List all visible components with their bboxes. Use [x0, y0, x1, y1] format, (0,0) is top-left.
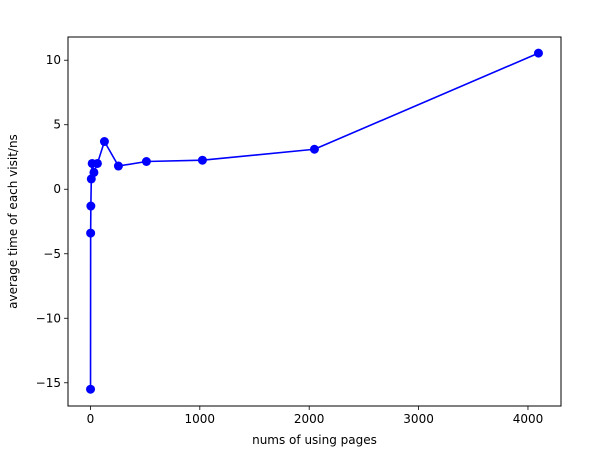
y-tick-label: 0 [53, 182, 61, 196]
data-point [113, 161, 123, 171]
x-tick-label: 0 [87, 412, 95, 426]
data-point [89, 167, 99, 177]
data-point [197, 155, 207, 165]
data-point [309, 144, 319, 154]
x-tick-label: 1000 [185, 412, 216, 426]
data-point [86, 228, 96, 238]
y-tick-label: −15 [36, 376, 61, 390]
data-point [99, 137, 109, 147]
x-axis-label: nums of using pages [252, 433, 377, 447]
data-point [86, 384, 96, 394]
y-tick-label: 10 [46, 53, 61, 67]
x-tick-label: 2000 [294, 412, 325, 426]
y-tick-label: −5 [43, 247, 61, 261]
y-tick-label: −10 [36, 311, 61, 325]
x-tick-label: 4000 [513, 412, 544, 426]
axis-ticks: 0 1000 2000 3000 4000 −15 −10 −5 0 5 10 [36, 53, 544, 426]
y-axis-label: average time of each visit/ns [6, 134, 20, 309]
plot-area [86, 48, 543, 394]
data-point [533, 48, 543, 58]
data-point [141, 157, 151, 167]
data-point [86, 201, 96, 211]
x-tick-label: 3000 [403, 412, 434, 426]
axes-frame [67, 36, 562, 407]
y-tick-label: 5 [53, 118, 61, 132]
data-point [92, 158, 102, 168]
